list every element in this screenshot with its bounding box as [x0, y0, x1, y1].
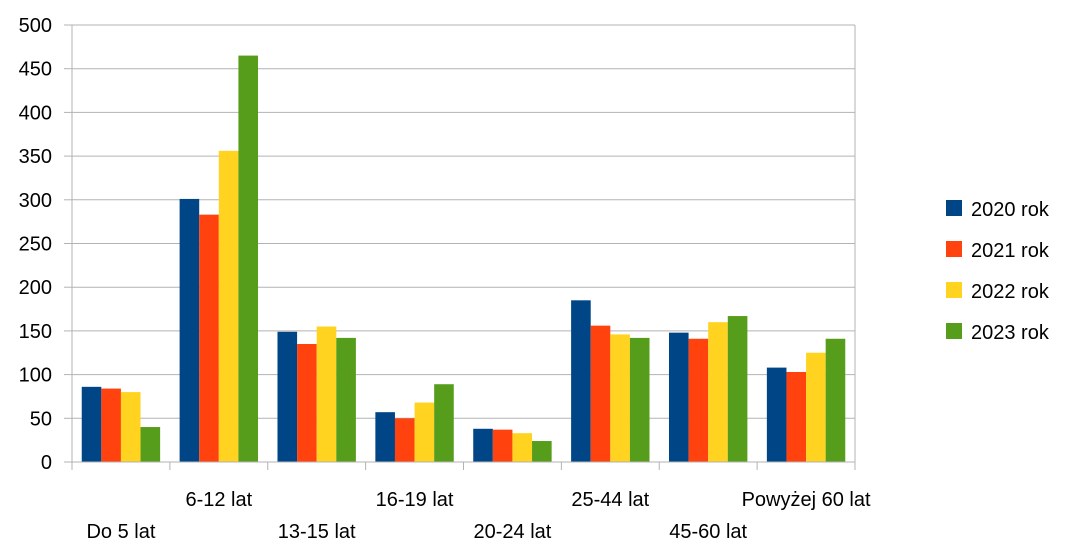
bar: [81, 386, 102, 462]
bar: [199, 214, 219, 462]
y-tick-label: 300: [19, 190, 52, 212]
bar: [492, 429, 513, 462]
x-tick-label: 45-60 lat: [669, 521, 747, 543]
legend-label: 2022 rok: [971, 281, 1050, 303]
bar: [434, 384, 454, 462]
legend-label: 2021 rok: [971, 240, 1050, 262]
x-tick-label: 16-19 lat: [376, 489, 454, 511]
bar: [473, 428, 493, 462]
x-tick-label: 6-12 lat: [185, 489, 252, 511]
bar: [766, 367, 787, 462]
x-tick-label: Do 5 lat: [86, 521, 155, 543]
bar: [532, 441, 552, 462]
bar: [825, 338, 846, 462]
legend-swatch: [946, 323, 962, 339]
bar: [297, 344, 317, 462]
bar: [668, 332, 689, 462]
x-tick-label: 20-24 lat: [474, 521, 552, 543]
bar: [806, 352, 826, 462]
y-tick-label: 250: [19, 234, 52, 256]
bar: [375, 412, 395, 462]
legend-label: 2020 rok: [971, 199, 1050, 221]
bar: [610, 334, 630, 462]
y-tick-label: 500: [19, 15, 52, 37]
y-tick-label: 100: [19, 365, 52, 387]
bar: [120, 392, 141, 462]
legend-swatch: [946, 282, 962, 298]
legend-swatch: [946, 241, 962, 257]
y-tick-label: 150: [19, 321, 52, 343]
y-tick-label: 400: [19, 102, 52, 124]
bar: [336, 337, 356, 462]
bar: [277, 331, 298, 462]
x-tick-label: 25-44 lat: [571, 489, 649, 511]
bar: [727, 316, 748, 462]
x-tick-label: 13-15 lat: [278, 521, 356, 543]
bar: [688, 338, 709, 462]
bar: [316, 326, 337, 462]
bar: [414, 402, 435, 462]
bar: [394, 418, 415, 462]
y-tick-label: 200: [19, 277, 52, 299]
bar: [786, 371, 807, 462]
y-tick-label: 450: [19, 59, 52, 81]
bar: [512, 433, 533, 462]
y-tick-label: 350: [19, 146, 52, 168]
legend-label: 2023 rok: [971, 322, 1050, 344]
legend-swatch: [946, 200, 962, 216]
bar: [590, 325, 611, 462]
bar: [238, 55, 259, 463]
x-tick-label: Powyżej 60 lat: [742, 489, 871, 511]
bar: [140, 427, 161, 462]
bar: [571, 300, 591, 462]
bar: [101, 388, 121, 462]
y-tick-label: 50: [30, 408, 52, 430]
y-tick-label: 0: [41, 452, 52, 474]
bar: [708, 322, 728, 462]
bar: [629, 337, 650, 462]
bar: [179, 198, 200, 462]
bar: [218, 150, 239, 462]
